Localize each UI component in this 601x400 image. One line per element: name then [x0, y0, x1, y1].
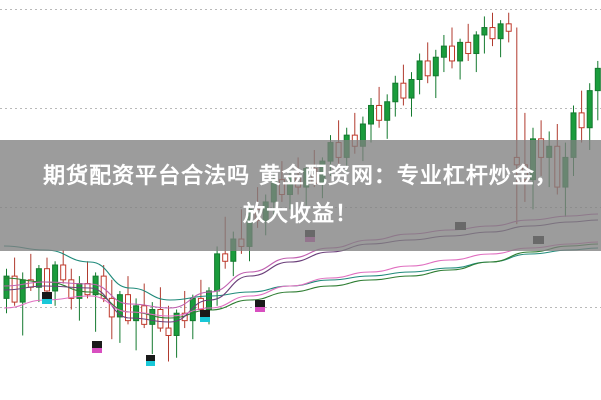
candle	[133, 298, 140, 351]
candle	[165, 305, 172, 362]
candle	[384, 94, 391, 139]
candle	[424, 42, 431, 84]
candle-body	[440, 45, 447, 58]
candle-body	[465, 41, 472, 55]
candle-body	[400, 82, 407, 99]
promo-overlay-banner: 期货配资平台合法吗 黄金配资网：专业杠杆炒金， 放大收益！	[0, 140, 601, 251]
candle	[116, 290, 123, 343]
ma-line-ma-green	[3, 243, 599, 319]
signal-marker-6	[200, 310, 210, 317]
candle-body	[376, 104, 383, 121]
candle-body	[149, 309, 156, 325]
candle	[392, 75, 399, 117]
candle-body	[473, 34, 480, 55]
candle	[157, 287, 164, 332]
candle	[505, 12, 512, 43]
candle	[497, 20, 504, 58]
candle	[489, 12, 496, 47]
candle-body	[481, 27, 488, 36]
candle	[400, 64, 407, 106]
candle	[481, 16, 488, 54]
candle-body	[489, 27, 496, 40]
candle-body	[197, 297, 204, 311]
candle-body	[141, 305, 148, 325]
candle	[586, 83, 593, 150]
candle	[449, 27, 455, 69]
candle-body	[165, 327, 172, 336]
candle-body	[384, 101, 391, 121]
candle	[416, 53, 423, 95]
signal-marker-0	[42, 292, 52, 299]
candle	[376, 86, 383, 128]
promo-headline-line-1: 期货配资平台合法吗 黄金配资网：专业杠杆炒金，	[43, 163, 558, 189]
signal-marker-3	[92, 348, 102, 353]
candle	[368, 98, 374, 143]
candle	[473, 31, 480, 73]
candle-body	[173, 312, 180, 336]
candle-body	[44, 268, 50, 292]
signal-marker-7	[200, 317, 210, 322]
candle	[408, 72, 415, 117]
candle	[3, 268, 10, 314]
candle	[60, 250, 67, 284]
candle-body	[214, 253, 221, 292]
candle-body	[594, 67, 601, 92]
candle-body	[457, 41, 464, 62]
candle	[594, 60, 601, 121]
signal-marker-2	[92, 341, 102, 348]
candle-body	[408, 78, 415, 99]
candle-body	[578, 112, 585, 129]
candle-body	[222, 253, 229, 262]
signal-marker-8	[255, 300, 265, 307]
candle-body	[586, 90, 593, 129]
candle-body	[133, 305, 140, 322]
ma-line-ma-teal	[3, 245, 599, 301]
candle-body	[116, 294, 123, 318]
candle	[35, 264, 42, 303]
candle-body	[432, 56, 439, 77]
candle	[465, 23, 472, 61]
candle-body	[157, 309, 164, 329]
candle-body	[52, 264, 59, 292]
promo-headline-line-2: 放大收益！	[242, 201, 358, 227]
signal-marker-9	[255, 307, 265, 312]
signal-marker-1	[42, 299, 52, 304]
candle-body	[19, 279, 26, 303]
candle-body	[84, 283, 91, 296]
candles-group	[3, 12, 601, 362]
candle-body	[60, 264, 67, 281]
candle	[149, 302, 156, 355]
candle-body	[3, 275, 10, 299]
candle	[578, 90, 585, 143]
candle-body	[505, 23, 512, 32]
candle-body	[125, 294, 131, 322]
candle	[440, 34, 447, 73]
candle-body	[392, 82, 399, 103]
candle	[125, 276, 131, 325]
candle-body	[35, 268, 42, 288]
candle-body	[449, 45, 455, 62]
candle-body	[368, 104, 374, 125]
signal-marker-4	[146, 355, 155, 361]
candle-body	[424, 60, 431, 77]
candle-body	[416, 60, 423, 80]
signal-marker-5	[146, 361, 155, 366]
candle-body	[497, 23, 504, 40]
candle	[44, 257, 50, 295]
candle	[432, 49, 439, 99]
ma-line-ma-pink	[3, 241, 599, 317]
candle	[457, 38, 464, 80]
